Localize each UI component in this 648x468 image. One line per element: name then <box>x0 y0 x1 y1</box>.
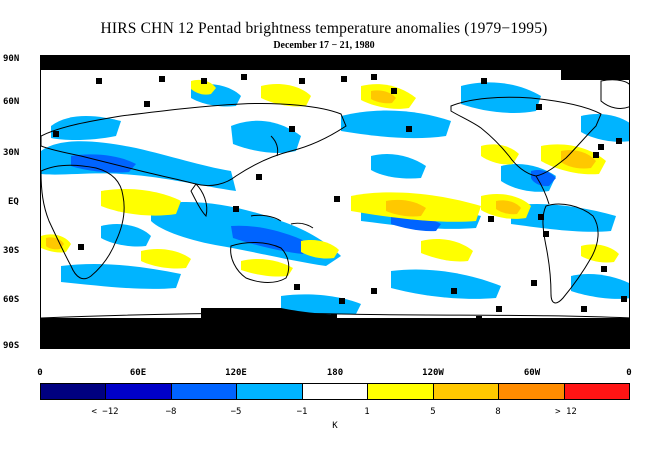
lat-label-30s: 30S <box>3 246 20 256</box>
lat-label-90n: 90N <box>3 54 20 64</box>
colorbar-unit: K <box>332 421 338 431</box>
lon-label-120e: 120E <box>225 368 247 378</box>
anomaly-map-svg <box>41 56 629 348</box>
colorbar-segment <box>302 384 369 399</box>
colorbar <box>40 383 630 400</box>
lat-label-30n: 30N <box>3 148 20 158</box>
lat-label-90s: 90S <box>3 341 20 351</box>
lat-label-eq: EQ <box>8 197 19 207</box>
colorbar-segment <box>564 384 629 399</box>
colorbar-label: > 12 <box>555 407 577 417</box>
lon-label-60e: 60E <box>129 368 147 378</box>
lon-label-120w: 120W <box>422 368 444 378</box>
lat-label-60n: 60N <box>3 97 20 107</box>
map-subtitle: December 17 − 21, 1980 <box>273 40 375 51</box>
anomaly-map <box>40 55 630 349</box>
map-title: HIRS CHN 12 Pentad brightness temperatur… <box>100 20 548 37</box>
colorbar-label: −5 <box>230 407 242 417</box>
lon-label-0-west: 0 <box>37 368 43 378</box>
lon-label-60w: 60W <box>523 368 541 378</box>
colorbar-label: −1 <box>296 407 308 417</box>
no-data-north-band-extension <box>561 66 629 80</box>
colorbar-segment <box>106 384 172 399</box>
colorbar-label: 8 <box>495 407 501 417</box>
no-data-south-band <box>41 318 629 348</box>
colorbar-label: 5 <box>430 407 436 417</box>
colorbar-segment <box>499 384 565 399</box>
coastline-outlines <box>41 79 629 319</box>
lon-label-0-east: 0 <box>626 368 632 378</box>
no-data-squares <box>53 74 627 332</box>
colorbar-segment <box>368 384 434 399</box>
colorbar-label: < −12 <box>91 407 119 417</box>
no-data-north-band <box>41 56 629 70</box>
lon-label-180: 180 <box>326 368 344 378</box>
colorbar-segment <box>237 384 303 399</box>
colorbar-label: 1 <box>364 407 370 417</box>
colorbar-segment <box>171 384 238 399</box>
colorbar-segment <box>41 384 107 399</box>
lat-label-60s: 60S <box>3 295 20 305</box>
colorbar-segment <box>433 384 500 399</box>
colorbar-label: −8 <box>165 407 177 417</box>
